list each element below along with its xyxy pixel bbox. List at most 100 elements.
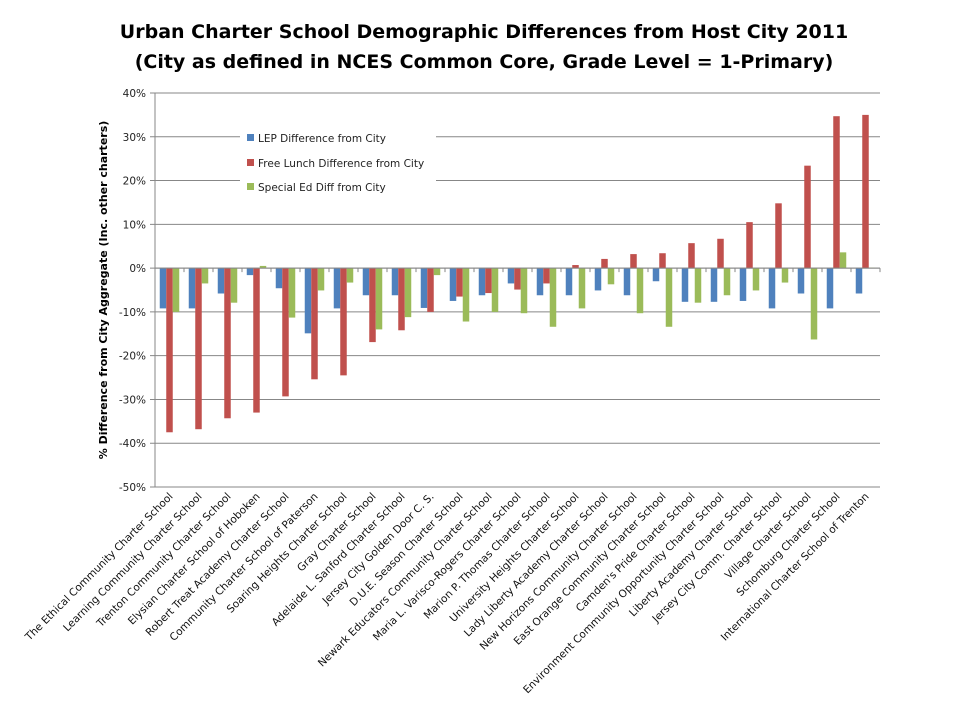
bar-special-ed — [462, 268, 470, 322]
bar-special-ed — [694, 268, 702, 303]
bar-free-lunch — [688, 243, 695, 269]
legend-label-special-ed: Special Ed Diff from City — [258, 182, 386, 194]
bar-lep — [565, 268, 573, 296]
y-axis-ticks: 40% 30% 20% 10% 0% -10% -20% -30% -40% -50% — [119, 88, 146, 494]
bar-lep — [826, 268, 834, 309]
bar-free-lunch — [485, 268, 492, 294]
bar-special-ed — [578, 268, 586, 309]
bar-special-ed — [723, 268, 731, 296]
bar-free-lunch — [862, 114, 869, 269]
bar-special-ed — [839, 252, 847, 269]
y-tick-label: -50% — [119, 482, 146, 494]
bar-special-ed — [607, 268, 615, 285]
bar-free-lunch — [804, 165, 811, 269]
bar-lep — [623, 268, 631, 296]
bar-lep — [739, 268, 747, 301]
bar-special-ed — [404, 268, 412, 318]
bar-free-lunch — [543, 268, 550, 284]
bar-lep — [420, 268, 428, 308]
bar-free-lunch — [195, 268, 202, 430]
y-tick-label: 20% — [123, 176, 146, 188]
bar-lep — [217, 268, 225, 294]
bar-lep — [507, 268, 515, 284]
bar-free-lunch — [601, 258, 608, 269]
y-tick-label: 10% — [123, 219, 146, 231]
bar-lep — [478, 268, 486, 296]
chart-title: Urban Charter School Demographic Differe… — [120, 21, 848, 43]
y-tick-label: 0% — [129, 263, 146, 275]
bar-free-lunch — [456, 268, 463, 297]
bar-lep — [536, 268, 544, 296]
legend-swatch-free-lunch — [247, 159, 254, 166]
bar-lep — [304, 268, 312, 334]
bar-lep — [246, 268, 254, 276]
legend-background — [240, 127, 436, 203]
bar-lep — [275, 268, 283, 289]
bar-special-ed — [201, 268, 209, 284]
y-tick-label: -20% — [119, 351, 146, 363]
bar-free-lunch — [746, 222, 753, 269]
bar-free-lunch — [282, 268, 289, 397]
bar-special-ed — [230, 268, 238, 303]
bar-free-lunch — [833, 116, 840, 269]
category-labels: The Ethical Community Charter SchoolLear… — [22, 491, 871, 697]
y-tick-label: -30% — [119, 394, 146, 406]
bars — [159, 114, 876, 433]
bar-special-ed — [781, 268, 789, 283]
bar-free-lunch — [166, 268, 173, 433]
legend-swatch-lep — [247, 134, 254, 141]
bar-free-lunch — [514, 268, 521, 290]
bar-special-ed — [491, 268, 499, 312]
bar-special-ed — [346, 268, 354, 283]
bar-special-ed — [375, 268, 383, 330]
bar-free-lunch — [340, 268, 347, 376]
bar-free-lunch — [253, 268, 260, 413]
legend: LEP Difference from City Free Lunch Diff… — [240, 127, 436, 203]
bar-special-ed — [636, 268, 644, 314]
bar-free-lunch — [224, 268, 231, 419]
bar-free-lunch — [775, 203, 782, 269]
legend-swatch-special-ed — [247, 183, 254, 190]
bar-free-lunch — [630, 254, 637, 269]
bar-special-ed — [665, 268, 673, 327]
bar-lep — [391, 268, 399, 296]
bar-lep — [710, 268, 718, 302]
bar-free-lunch — [659, 253, 666, 269]
legend-label-lep: LEP Difference from City — [258, 133, 386, 145]
bar-lep — [449, 268, 457, 301]
bar-lep — [159, 268, 167, 309]
bar-special-ed — [259, 265, 267, 269]
bar-free-lunch — [717, 238, 724, 269]
bar-special-ed — [549, 268, 557, 327]
bar-special-ed — [317, 268, 325, 291]
bar-special-ed — [433, 268, 441, 276]
bar-lep — [855, 268, 863, 294]
y-tick-label: 40% — [123, 88, 146, 100]
bar-lep — [681, 268, 689, 302]
legend-label-free-lunch: Free Lunch Difference from City — [258, 158, 424, 170]
bar-special-ed — [752, 268, 760, 291]
y-tick-label: -40% — [119, 438, 146, 450]
bar-lep — [362, 268, 370, 296]
bar-special-ed — [810, 268, 818, 340]
bar-lep — [594, 268, 602, 291]
bar-lep — [188, 268, 196, 309]
bar-lep — [768, 268, 776, 309]
bar-special-ed — [288, 268, 296, 318]
bar-free-lunch — [427, 268, 434, 312]
axes — [154, 93, 881, 487]
y-axis-label: % Difference from City Aggregate (Inc. o… — [97, 121, 110, 460]
bar-lep — [652, 268, 660, 282]
bar-special-ed — [520, 268, 528, 314]
bar-free-lunch — [311, 268, 318, 380]
bar-free-lunch — [572, 265, 579, 269]
bar-free-lunch — [398, 268, 405, 331]
chart-subtitle: (City as defined in NCES Common Core, Gr… — [135, 51, 834, 73]
bar-lep — [797, 268, 805, 294]
y-tick-label: 30% — [123, 132, 146, 144]
y-tick-label: -10% — [119, 307, 146, 319]
bar-free-lunch — [369, 268, 376, 343]
bar-special-ed — [172, 268, 180, 312]
bar-lep — [333, 268, 341, 309]
